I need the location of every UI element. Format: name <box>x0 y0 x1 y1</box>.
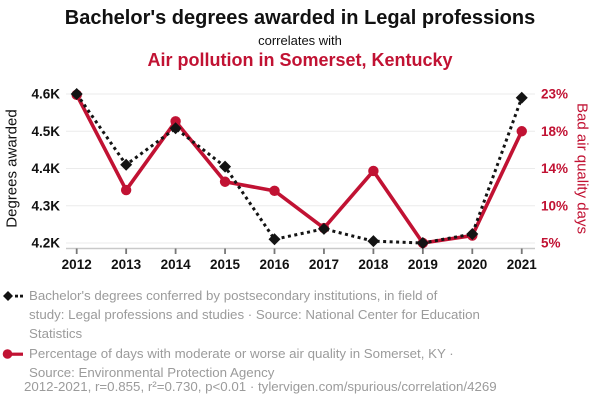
svg-text:10%: 10% <box>541 198 568 213</box>
svg-text:2019: 2019 <box>408 257 438 272</box>
svg-text:2013: 2013 <box>111 257 142 272</box>
red-circle-solid-icon <box>2 349 23 359</box>
svg-text:2018: 2018 <box>358 257 389 272</box>
legend-text-air-quality: Percentage of days with moderate or wors… <box>29 346 454 380</box>
legend-text-degrees: Bachelor's degrees conferred by postseco… <box>29 288 480 341</box>
black-diamond-dotted-icon <box>3 291 23 301</box>
svg-text:2014: 2014 <box>161 257 192 272</box>
page-title: Bachelor's degrees awarded in Legal prof… <box>64 7 536 29</box>
svg-text:4.3K: 4.3K <box>31 198 60 213</box>
legend-item-degrees: Bachelor's degrees conferred by postseco… <box>2 286 480 343</box>
svg-text:2020: 2020 <box>457 257 487 272</box>
svg-text:2012: 2012 <box>62 257 92 272</box>
dual-axis-line-chart: 4.2K 5% 4.3K 10% 4.4K 14% 4.5K 18% 4.6K 23% 2012 20… <box>0 78 600 274</box>
svg-text:4.6K: 4.6K <box>31 87 60 102</box>
svg-text:Degrees awarded: Degrees awarded <box>4 109 21 227</box>
svg-text:4.2K: 4.2K <box>31 236 60 251</box>
svg-text:14%: 14% <box>541 161 568 176</box>
svg-text:2016: 2016 <box>259 257 290 272</box>
svg-text:23%: 23% <box>541 87 568 102</box>
subtitle-red: Air pollution in Somerset, Kentucky <box>147 50 453 70</box>
svg-text:2017: 2017 <box>309 257 339 272</box>
title-connector: correlates with <box>258 33 342 48</box>
stats-footer: 2012-2021, r=0.855, r²=0.730, p<0.01 · t… <box>24 379 497 394</box>
svg-text:2015: 2015 <box>210 257 241 272</box>
svg-text:4.4K: 4.4K <box>31 161 60 176</box>
legend-item-air-quality: Percentage of days with moderate or wors… <box>2 344 454 382</box>
svg-text:Bad air quality days: Bad air quality days <box>574 103 591 234</box>
svg-text:4.5K: 4.5K <box>31 124 60 139</box>
svg-text:5%: 5% <box>541 236 561 251</box>
svg-text:2021: 2021 <box>507 257 538 272</box>
svg-text:18%: 18% <box>541 124 568 139</box>
